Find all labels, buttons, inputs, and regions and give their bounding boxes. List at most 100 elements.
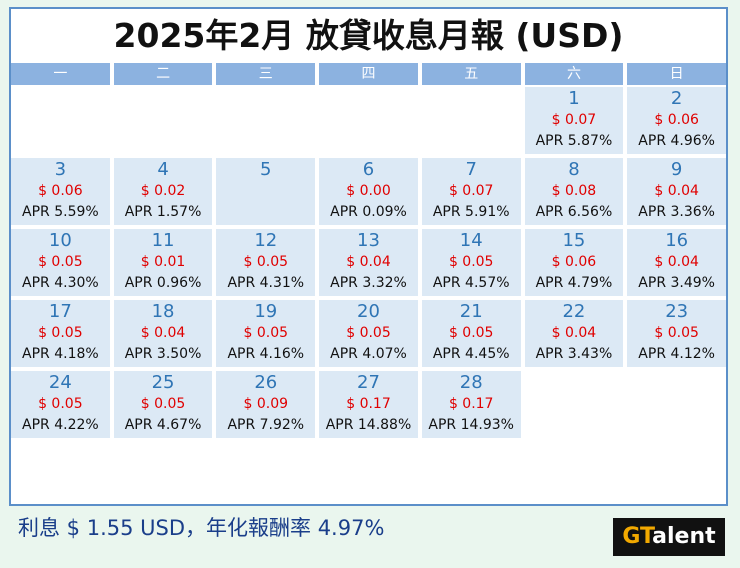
interest-amount: $ 0.04 xyxy=(551,325,597,341)
calendar-day-cell: 1 $ 0.07 APR 5.87% xyxy=(524,87,624,154)
calendar-day-cell: 12 $ 0.05 APR 4.31% xyxy=(216,229,316,296)
interest-amount: $ 0.05 xyxy=(346,325,391,341)
day-number: 23 xyxy=(665,301,689,322)
interest-amount: $ 0.17 xyxy=(448,396,494,412)
interest-amount: $ 0.07 xyxy=(448,183,494,199)
apr-value: APR 6.56% xyxy=(535,204,613,220)
apr-value: APR 0.96% xyxy=(124,275,202,291)
day-number: 27 xyxy=(357,372,380,393)
calendar-day-cell: 6 $ 0.00 APR 0.09% xyxy=(319,158,418,225)
interest-amount: $ 0.17 xyxy=(346,396,391,412)
apr-value: APR 4.96% xyxy=(638,133,715,149)
calendar-cell-empty xyxy=(216,87,316,154)
interest-amount: $ 0.05 xyxy=(448,325,494,341)
apr-value: APR 0.09% xyxy=(330,204,407,220)
apr-value: APR 3.50% xyxy=(124,346,202,362)
calendar-cell-empty xyxy=(113,87,213,154)
interest-amount: $ 0.05 xyxy=(243,254,289,270)
interest-amount: $ 0.08 xyxy=(551,183,597,199)
day-number: 24 xyxy=(48,372,72,393)
calendar-cell-empty xyxy=(319,87,418,154)
calendar-day-cell: 20 $ 0.05 APR 4.07% xyxy=(319,300,418,367)
apr-value: APR 5.59% xyxy=(22,204,99,220)
day-number: 9 xyxy=(670,159,683,180)
interest-amount: $ 0.00 xyxy=(346,183,391,199)
day-number: 8 xyxy=(568,159,580,180)
interest-amount: $ 0.06 xyxy=(551,254,597,270)
calendar-day-cell: 2 $ 0.06 APR 4.96% xyxy=(627,87,726,154)
interest-amount: $ 0.04 xyxy=(654,183,699,199)
day-number: 28 xyxy=(459,372,483,393)
apr-value: APR 4.31% xyxy=(227,275,305,291)
apr-value: APR 4.30% xyxy=(22,275,99,291)
day-number: 17 xyxy=(48,301,72,322)
apr-value: APR 5.87% xyxy=(535,133,613,149)
interest-amount: $ 0.05 xyxy=(448,254,494,270)
calendar-day-cell: 10 $ 0.05 APR 4.30% xyxy=(11,229,110,296)
day-number: 3 xyxy=(54,159,67,180)
day-number: 2 xyxy=(670,88,683,109)
day-number: 11 xyxy=(151,230,175,251)
interest-amount: $ 0.05 xyxy=(38,254,83,270)
day-number: 10 xyxy=(48,230,72,251)
calendar-day-cell: 7 $ 0.07 APR 5.91% xyxy=(421,158,521,225)
apr-value: APR 14.93% xyxy=(428,417,514,433)
apr-value: APR 4.22% xyxy=(22,417,99,433)
day-number: 16 xyxy=(665,230,689,251)
weekday-tue: 二 xyxy=(113,63,213,85)
calendar-day-cell: 25 $ 0.05 APR 4.67% xyxy=(113,371,213,438)
day-number: 18 xyxy=(151,301,175,322)
interest-amount: $ 0.05 xyxy=(243,325,289,341)
apr-value: APR 4.07% xyxy=(330,346,407,362)
interest-amount: $ 0.05 xyxy=(38,325,83,341)
day-number: 1 xyxy=(568,88,580,109)
calendar-day-cell: 17 $ 0.05 APR 4.18% xyxy=(11,300,110,367)
interest-amount: $ 0.05 xyxy=(654,325,699,341)
day-number: 15 xyxy=(562,230,586,251)
calendar-day-cell: 23 $ 0.05 APR 4.12% xyxy=(627,300,726,367)
calendar-day-cell: 11 $ 0.01 APR 0.96% xyxy=(113,229,213,296)
interest-amount: $ 0.09 xyxy=(243,396,289,412)
apr-value: APR 4.12% xyxy=(638,346,715,362)
weekday-sun: 日 xyxy=(627,63,727,85)
interest-amount: $ 0.05 xyxy=(38,396,83,412)
calendar-day-cell: 19 $ 0.05 APR 4.16% xyxy=(216,300,316,367)
calendar-cell-empty xyxy=(11,87,110,154)
calendar-day-cell: 27 $ 0.17 APR 14.88% xyxy=(319,371,418,438)
interest-amount: $ 0.05 xyxy=(140,396,186,412)
calendar-day-cell: 16 $ 0.04 APR 3.49% xyxy=(627,229,726,296)
day-number: 20 xyxy=(357,301,380,322)
apr-value: APR 3.49% xyxy=(638,275,715,291)
day-number: 19 xyxy=(254,301,278,322)
interest-amount: $ 0.07 xyxy=(551,112,597,128)
brand-logo: GTalent xyxy=(613,518,725,556)
calendar-cell-empty xyxy=(421,87,521,154)
calendar-day-cell: 28 $ 0.17 APR 14.93% xyxy=(421,371,521,438)
apr-value: APR 3.32% xyxy=(330,275,407,291)
day-number: 4 xyxy=(157,159,169,180)
interest-amount: $ 0.06 xyxy=(38,183,83,199)
apr-value: APR 1.57% xyxy=(124,204,202,220)
day-number: 22 xyxy=(562,301,586,322)
logo-suffix: alent xyxy=(652,524,716,549)
apr-value: APR 4.57% xyxy=(432,275,510,291)
weekday-header: 一 二 三 四 五 六 日 xyxy=(11,63,727,85)
weekday-sat: 六 xyxy=(524,63,624,85)
day-number: 12 xyxy=(254,230,278,251)
day-number: 5 xyxy=(260,159,272,180)
calendar-day-cell: 15 $ 0.06 APR 4.79% xyxy=(524,229,624,296)
apr-value: APR 5.91% xyxy=(432,204,510,220)
calendar-day-cell: 14 $ 0.05 APR 4.57% xyxy=(421,229,521,296)
apr-value: APR 4.79% xyxy=(535,275,613,291)
apr-value: APR 7.92% xyxy=(227,417,305,433)
monthly-summary: 利息 $ 1.55 USD，年化報酬率 4.97% xyxy=(18,516,385,540)
day-number: 13 xyxy=(357,230,380,251)
day-number: 21 xyxy=(459,301,483,322)
calendar-day-cell: 24 $ 0.05 APR 4.22% xyxy=(11,371,110,438)
day-number: 6 xyxy=(362,159,375,180)
interest-amount: $ 0.04 xyxy=(654,254,699,270)
calendar-grid: 1 $ 0.07 APR 5.87% 2 $ 0.06 APR 4.96% 3 $ 0.06 A… xyxy=(11,87,726,438)
day-number: 26 xyxy=(254,372,278,393)
calendar-day-cell: 3 $ 0.06 APR 5.59% xyxy=(11,158,110,225)
apr-value: APR 4.18% xyxy=(22,346,99,362)
